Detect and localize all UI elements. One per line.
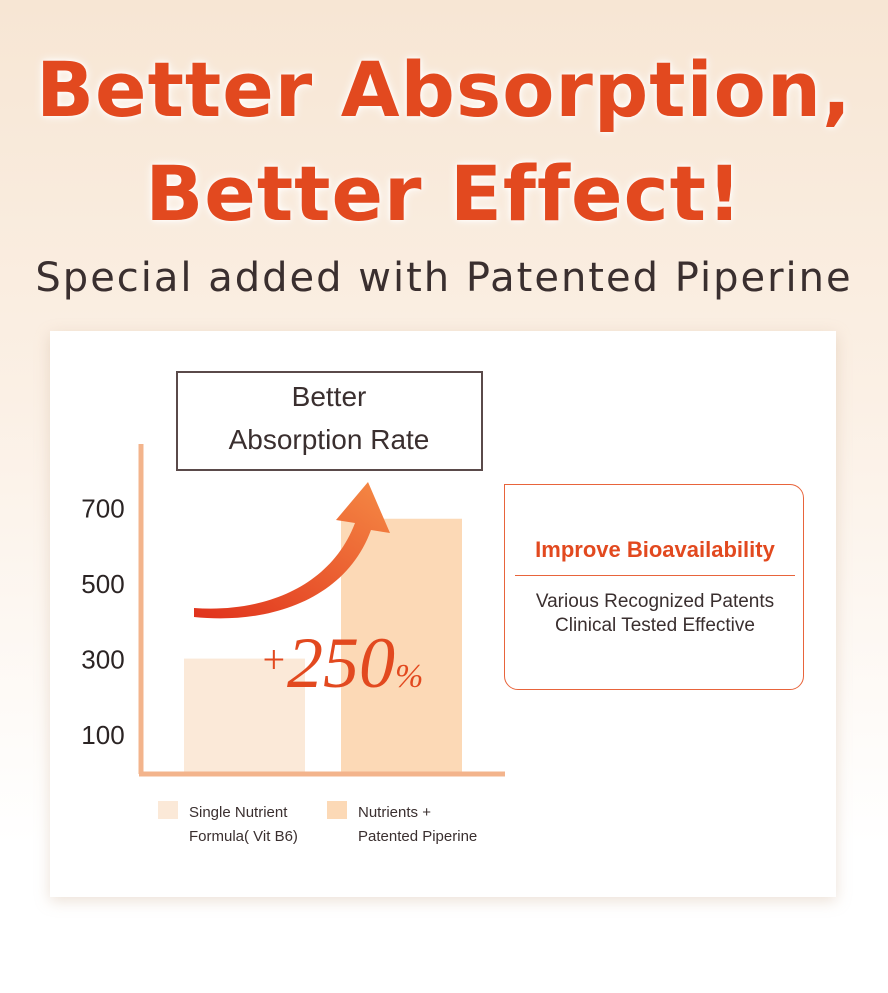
headline-line-2: Better Effect! (145, 149, 743, 238)
legend-label-1: Single Nutrient (189, 804, 288, 821)
chart-title-line-1: Better (292, 381, 367, 412)
bar-2 (341, 518, 462, 772)
y-tick-label: 500 (81, 569, 124, 599)
y-tick-label: 300 (81, 645, 124, 675)
legend-swatch-2 (327, 801, 347, 819)
y-tick-label: 100 (81, 720, 124, 750)
y-tick-label: 700 (81, 493, 124, 523)
bar-1 (184, 658, 305, 772)
legend-label-2: Nutrients + (358, 804, 431, 821)
legend-swatch-1 (158, 801, 178, 819)
legend-label-1: Formula( Vit B6) (189, 828, 298, 845)
callout-title: Improve Bioavailability (535, 537, 775, 562)
callout-line-1: Various Recognized Patents (535, 591, 775, 612)
absorption-chart: 700 500 300 100 Better Absorption Rate +250… (81, 371, 505, 845)
increase-number: 250 (287, 623, 395, 703)
legend-label-2: Patented Piperine (358, 828, 477, 845)
bioavailability-callout: Improve Bioavailability Various Recogniz… (504, 484, 804, 690)
callout-divider (515, 575, 795, 576)
growth-arrow-icon (194, 482, 390, 619)
headline-line-1: Better Absorption, (36, 45, 852, 134)
callout-line-2: Clinical Tested Effective (555, 615, 755, 636)
subtitle: Special added with Patented Piperine (35, 255, 853, 301)
increase-sign: + (260, 637, 287, 682)
increase-unit: % (395, 658, 423, 695)
chart-title-box (176, 371, 483, 471)
increase-badge: +250% (260, 623, 423, 703)
chart-title-line-2: Absorption Rate (229, 424, 430, 455)
